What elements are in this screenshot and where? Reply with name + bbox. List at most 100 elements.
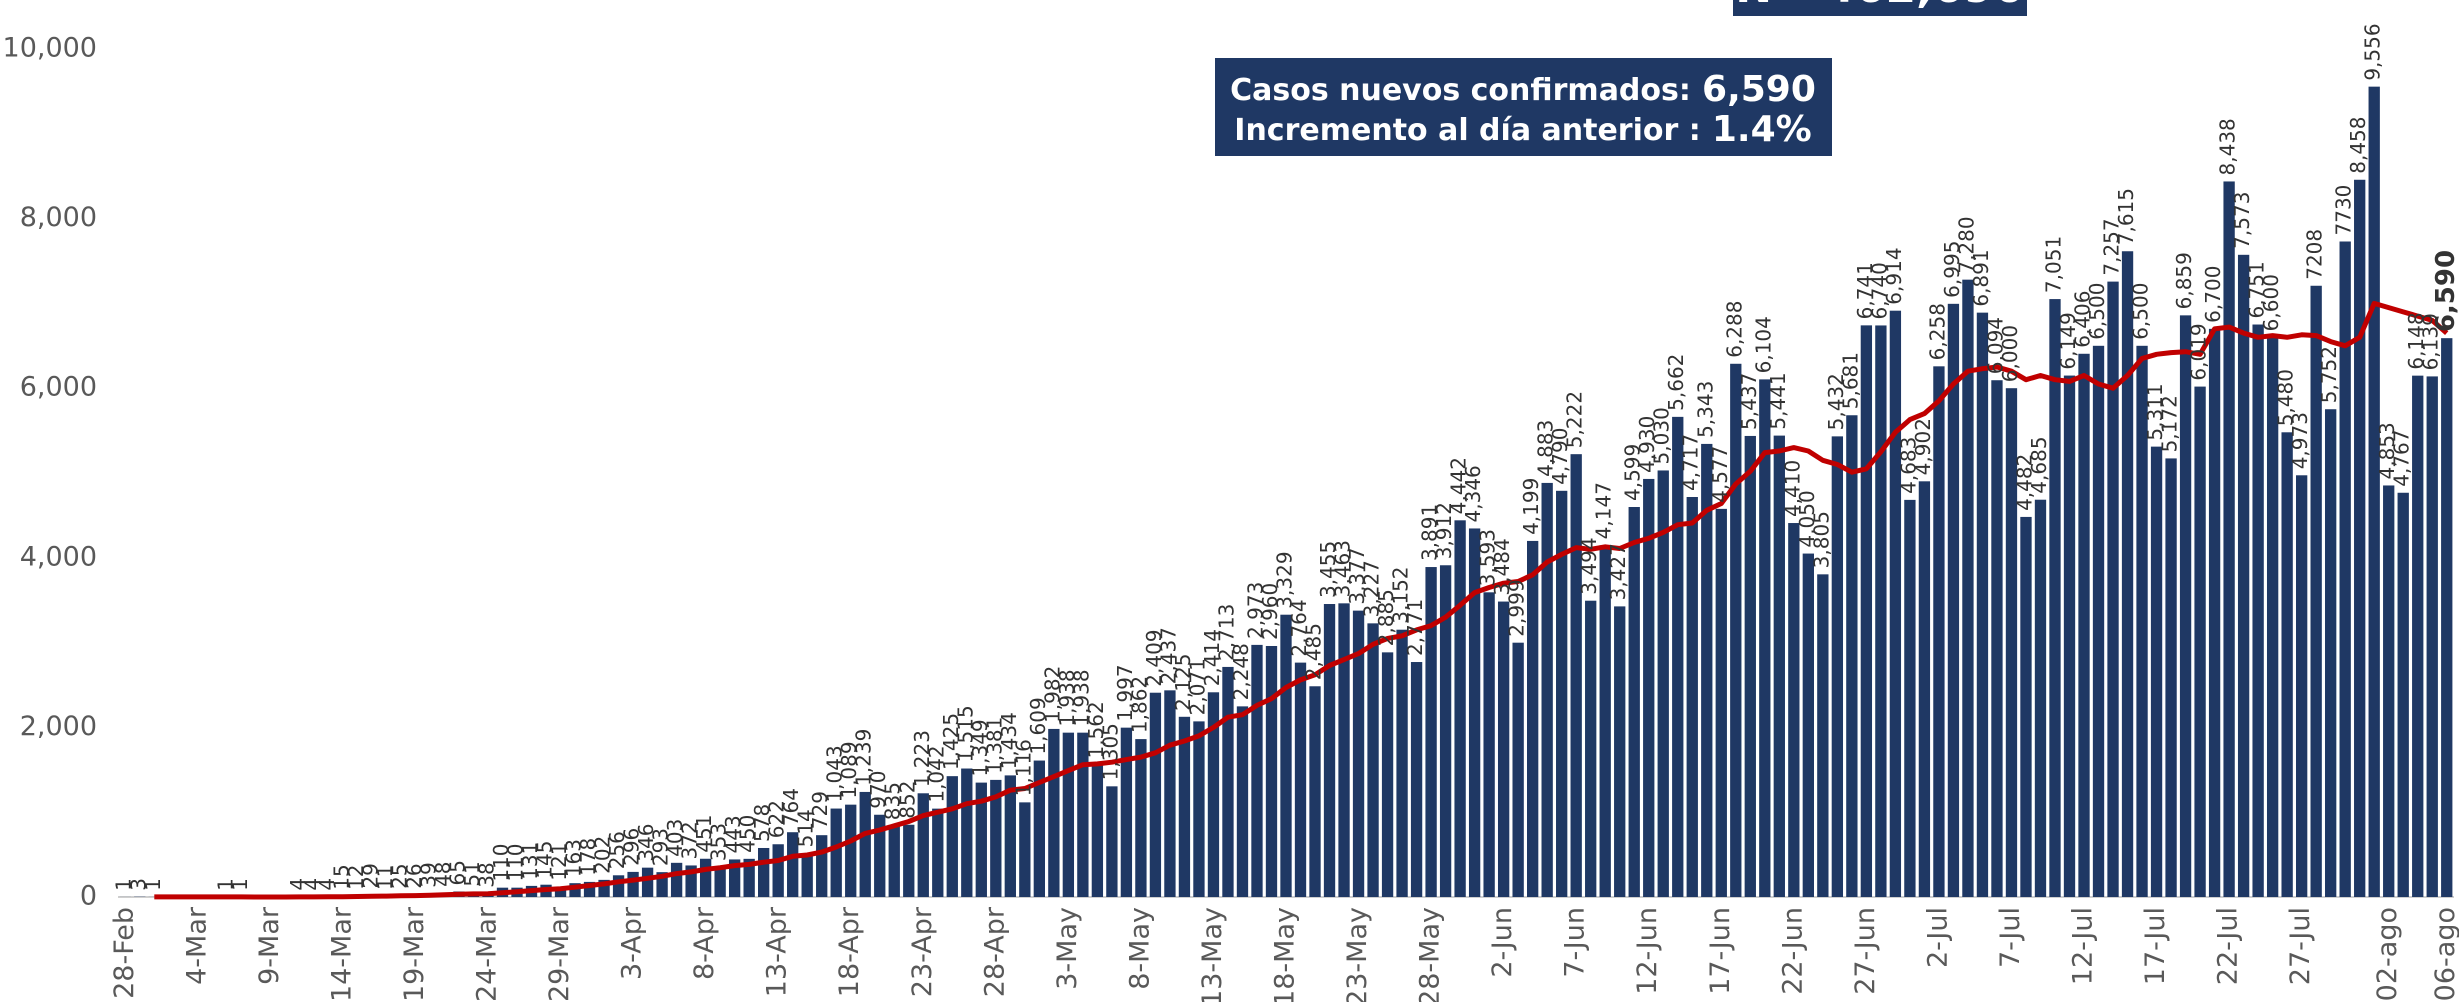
data-label: 4,577	[1708, 446, 1732, 503]
data-label: 1,938	[1069, 669, 1093, 726]
bar	[627, 871, 639, 897]
bar	[1556, 490, 1568, 897]
data-label: 6,741	[1853, 262, 1877, 319]
data-label: 5,441	[1766, 372, 1790, 429]
data-label: 622	[765, 800, 789, 838]
data-label: 296	[620, 828, 644, 866]
data-label: 2,771	[1403, 599, 1427, 656]
data-label: 110	[489, 843, 513, 881]
bar	[772, 844, 784, 897]
bar	[1439, 565, 1452, 897]
bar	[2266, 337, 2279, 897]
bar	[714, 867, 726, 897]
data-label: 293	[649, 828, 673, 866]
data-label: 6,751	[2245, 261, 2269, 318]
data-label: 835	[881, 782, 905, 820]
x-tick-label: 3-May	[1052, 907, 1083, 990]
data-label: 1	[141, 878, 165, 891]
bar	[1614, 606, 1626, 897]
bar	[1004, 775, 1016, 897]
bar	[1976, 312, 1989, 897]
bar	[1628, 507, 1640, 897]
data-label: 6,590	[2431, 250, 2459, 332]
data-label: 1,862	[1127, 676, 1151, 733]
bar	[1062, 732, 1075, 897]
data-label: 3,329	[1273, 551, 1297, 608]
bar	[2121, 251, 2134, 898]
bar	[1962, 279, 1974, 897]
x-tick-label: 19-Mar	[399, 906, 430, 1002]
bar	[1294, 662, 1307, 897]
data-label: 2,485	[1302, 623, 1326, 680]
bar	[1251, 644, 1263, 897]
x-tick-label: 2-Jun	[1487, 907, 1518, 978]
y-tick-label: 4,000	[20, 541, 97, 572]
bar	[2034, 499, 2047, 897]
header-box	[1733, 0, 2027, 16]
data-label: 1,997	[1113, 664, 1137, 721]
bar	[1657, 470, 1669, 897]
x-tick-label: 12-Jun	[1632, 907, 1663, 995]
data-label: 729	[808, 791, 832, 829]
x-tick-label: 06-ago	[2430, 907, 2459, 1001]
bar	[1236, 706, 1249, 897]
data-label: 450	[736, 815, 760, 853]
bar	[1120, 727, 1133, 897]
annotation-value: 1.4%	[1712, 109, 1812, 150]
data-label: 1,381	[982, 717, 1006, 774]
data-label: 6,258	[1925, 303, 1949, 360]
data-label: 5,222	[1563, 391, 1587, 448]
bar	[1454, 520, 1466, 897]
bar	[1077, 732, 1089, 897]
bar	[2295, 475, 2308, 897]
bar	[2150, 446, 2163, 897]
data-label: 1,609	[1026, 697, 1050, 754]
data-label: 38	[474, 862, 498, 887]
data-label: 2,713	[1214, 604, 1238, 661]
data-label: 5,752	[2317, 346, 2341, 403]
bar	[1933, 366, 1945, 897]
data-label: 4,883	[1534, 420, 1558, 477]
data-label: 1,116	[1011, 739, 1035, 796]
bar	[2368, 86, 2380, 898]
data-label: 110	[504, 843, 528, 881]
plot: 0 2,000 4,000 6,000 8,000 10,000 28-Feb 4-Mar 9-…	[3, 23, 2459, 1002]
data-label: 8,438	[2216, 118, 2240, 175]
bar	[1323, 604, 1336, 897]
data-label: 1	[228, 878, 252, 891]
bar	[961, 768, 973, 897]
data-label: 451	[692, 815, 716, 853]
x-tick-label: 18-May	[1270, 907, 1301, 1002]
bar	[2223, 181, 2235, 898]
data-label: 4,853	[2375, 422, 2399, 479]
data-label: 7208	[2303, 229, 2327, 280]
bar	[1991, 380, 2003, 898]
data-label: 15	[329, 864, 353, 889]
bar	[612, 875, 625, 897]
data-label: 6,406	[2071, 291, 2095, 348]
bar	[1207, 692, 1220, 897]
x-tick-label: 4-Mar	[181, 906, 212, 985]
data-label: 4,767	[2390, 429, 2414, 486]
data-label: 6,288	[1722, 301, 1746, 358]
bar	[1802, 553, 1814, 897]
bar	[1222, 666, 1234, 897]
data-label: 3,805	[1809, 511, 1833, 568]
data-label: 4,482	[2012, 454, 2036, 511]
bar	[874, 814, 886, 897]
bar	[1846, 415, 1858, 897]
x-tick-label: 18-Apr	[834, 906, 865, 997]
bar	[1280, 614, 1292, 897]
data-label: 3,593	[1476, 529, 1500, 586]
bar	[2441, 338, 2453, 898]
data-label: 12	[344, 865, 368, 890]
y-tick-label: 10,000	[3, 33, 97, 64]
x-tick-label: 22-Jun	[1777, 907, 1808, 995]
data-label: 514	[794, 809, 818, 847]
x-tick-label: 8-Apr	[689, 906, 720, 980]
data-label: 11	[373, 865, 397, 890]
bar	[1599, 545, 1611, 897]
bar	[990, 779, 1002, 897]
moving-average-line	[154, 300, 2449, 900]
data-label: 5,437	[1737, 373, 1761, 430]
